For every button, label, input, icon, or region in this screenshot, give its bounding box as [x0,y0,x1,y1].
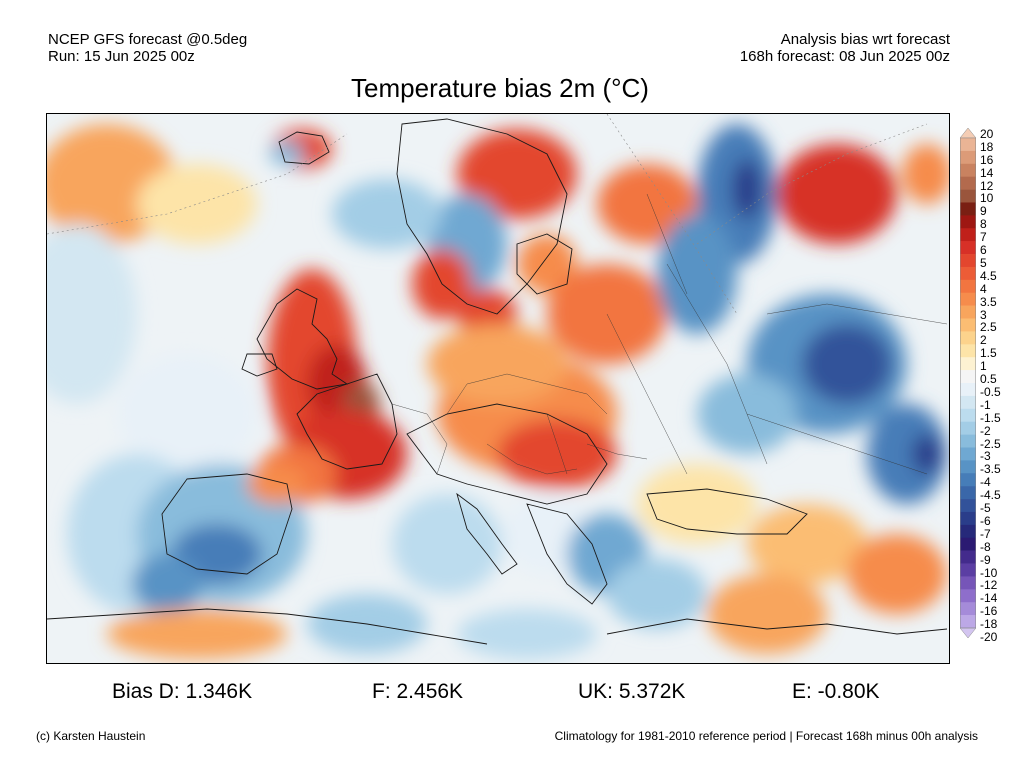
colorbar-tick-label: 12 [980,178,994,193]
colorbar-tick-label: 5 [980,255,987,270]
colorbar-swatch [960,537,976,551]
colorbar-swatch [960,305,976,319]
colorbar-swatch [960,563,976,577]
colorbar-swatch [960,266,976,281]
colorbar-swatch [960,447,976,461]
colorbar-tick-label: 10 [980,191,994,206]
colorbar-tick-label: 3 [980,307,987,322]
colorbar-tick-label: 0.5 [980,372,997,387]
bias-field [47,124,949,659]
colorbar-tick-label: 4.5 [980,268,997,283]
colorbar-swatch [960,357,976,371]
colorbar-swatch [960,576,976,590]
colorbar [960,128,976,638]
colorbar-swatch [960,241,976,255]
colorbar-tick-label: -3.5 [980,462,1001,477]
colorbar-swatch [960,550,976,564]
credit-label: (c) Karsten Haustein [36,729,146,743]
colorbar-swatch [960,460,976,474]
colorbar-tick-label: 2.5 [980,320,997,335]
colorbar-swatch [960,524,976,539]
colorbar-swatch [960,602,976,616]
colorbar-tick-label: -0.5 [980,384,1001,399]
colorbar-swatch [960,202,976,216]
colorbar-tick-label: 1.5 [980,346,997,361]
colorbar-tick-label: -18 [980,617,998,632]
colorbar-bottom-arrow [960,627,976,638]
colorbar-tick-label: -4.5 [980,488,1001,503]
temperature-bias-map [46,113,950,664]
colorbar-tick-label: 4 [980,281,987,296]
colorbar-swatch [960,615,976,629]
colorbar-swatch [960,318,976,332]
colorbar-tick-label: 9 [980,204,987,219]
colorbar-swatch [960,344,976,358]
analysis-label: Analysis bias wrt forecast [780,31,950,48]
colorbar-swatch [960,395,976,410]
colorbar-tick-label: 2 [980,333,987,348]
model-label: NCEP GFS forecast @0.5deg [48,31,248,48]
colorbar-tick-label: -4 [980,475,991,490]
colorbar-tick-label: -3 [980,449,991,464]
coastline-outlines [47,118,948,645]
colorbar-swatch [960,370,976,384]
colorbar-swatch [960,292,976,306]
colorbar-tick-label: -9 [980,552,991,567]
bias-d-stat: Bias D: 1.346K [112,680,253,703]
colorbar-swatch [960,215,976,229]
colorbar-tick-label: -7 [980,526,991,541]
colorbar-swatch [960,176,976,190]
colorbar-swatch [960,189,976,203]
colorbar-tick-label: -10 [980,565,998,580]
colorbar-swatch [960,150,976,165]
colorbar-tick-label: 1 [980,359,987,374]
colorbar-swatch [960,228,976,242]
colorbar-tick-label: 8 [980,217,987,232]
colorbar-swatch [960,254,976,268]
bias-e-stat: E: -0.80K [792,680,880,703]
colorbar-swatch [960,511,976,526]
colorbar-tick-label: 6 [980,243,987,258]
forecast-label: 168h forecast: 08 Jun 2025 00z [739,48,950,65]
colorbar-tick-label: -8 [980,539,991,554]
map-title: Temperature bias 2m (°C) [351,73,649,103]
colorbar-swatch [960,383,976,397]
colorbar-tick-label: -1 [980,397,991,412]
colorbar-tick-label: -2 [980,423,991,438]
colorbar-tick-label: 14 [980,165,994,180]
run-label: Run: 15 Jun 2025 00z [48,48,195,65]
country-borders [391,193,948,475]
colorbar-swatch [960,486,976,500]
colorbar-swatch [960,421,976,435]
colorbar-swatch [960,589,976,603]
colorbar-tick-label: -5 [980,501,991,516]
colorbar-swatch [960,408,976,422]
colorbar-tick-label: -12 [980,578,998,593]
colorbar-top-arrow [960,128,976,139]
colorbar-swatch [960,434,976,448]
colorbar-swatch [960,331,976,345]
bias-f-stat: F: 2.456K [372,680,464,703]
colorbar-tick-label: -20 [980,630,998,644]
colorbar-tick-label: 16 [980,152,994,167]
footnote-label: Climatology for 1981-2010 reference peri… [554,729,978,743]
colorbar-tick-label: -6 [980,513,991,528]
colorbar-tick-label: -1.5 [980,410,1001,425]
colorbar-swatch [960,163,976,177]
colorbar-tick-label: -2.5 [980,436,1001,451]
colorbar-tick-label: -14 [980,591,998,606]
colorbar-frame [960,137,976,629]
colorbar-tick-label: 20 [980,127,994,141]
colorbar-swatch [960,473,976,487]
graticule [47,114,928,315]
colorbar-tick-label: -16 [980,604,998,619]
colorbar-tick-label: 18 [980,139,994,154]
bias-uk-stat: UK: 5.372K [578,680,686,703]
colorbar-swatch [960,279,976,294]
colorbar-tick-label: 3.5 [980,294,997,309]
map-canvas [47,114,949,663]
colorbar-swatch [960,499,976,513]
colorbar-swatch [960,138,976,152]
colorbar-tick-label: 7 [980,230,987,245]
